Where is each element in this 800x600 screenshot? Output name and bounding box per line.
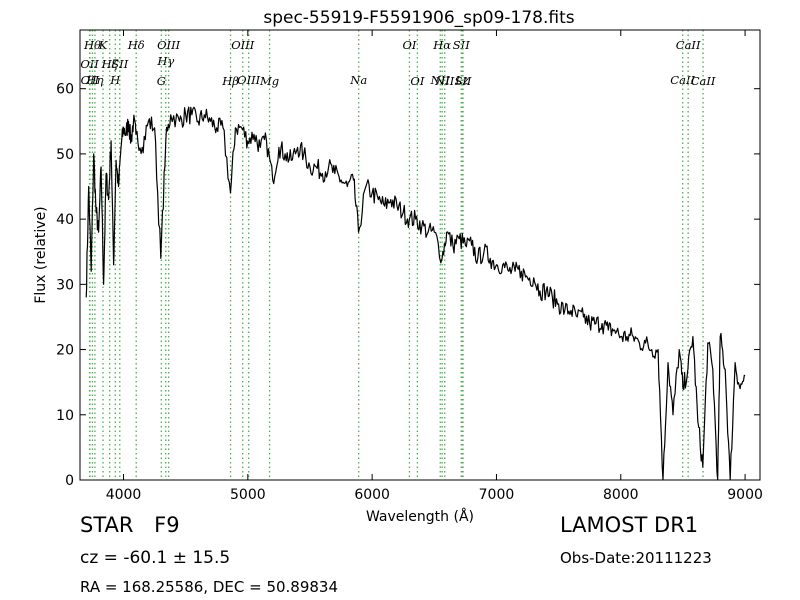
line-label-5: Hζ [101, 57, 119, 71]
redshift-label: cz = -60.1 ± 15.5 [80, 548, 231, 568]
object-class: STAR F9 [80, 513, 180, 537]
line-label-12: Hβ [221, 74, 239, 88]
spectrum-series [85, 106, 746, 481]
line-label-6: H [109, 73, 121, 87]
y-tick-label-40: 40 [56, 212, 74, 228]
line-label-9: G [157, 74, 166, 88]
line-label-10: Hγ [156, 54, 174, 68]
y-tick-label-30: 30 [56, 277, 74, 293]
line-label-20: Hα [432, 38, 451, 52]
y-tick-label-10: 10 [56, 408, 74, 424]
line-label-27: CaII [691, 74, 716, 88]
line-label-21: NII [434, 74, 455, 88]
x-tick-label-5000: 5000 [230, 487, 266, 503]
line-label-18: OI [410, 74, 424, 88]
spectrum-line [85, 106, 746, 481]
subclass-label: F9 [154, 513, 180, 537]
x-tick-label-7000: 7000 [479, 487, 515, 503]
line-label-17: OI [402, 38, 416, 52]
line-label-16: Na [349, 73, 367, 87]
x-tick-label-8000: 8000 [603, 487, 639, 503]
coordinates-label: RA = 168.25586, DEC = 50.89834 [80, 578, 339, 596]
x-axis-label: Wavelength (Å) [366, 508, 474, 525]
y-tick-label-60: 60 [56, 82, 74, 98]
obs-date-label: Obs-Date:20111223 [560, 549, 712, 567]
x-axis-ticks: 4000 5000 6000 7000 8000 9000 [106, 30, 763, 503]
y-tick-label-0: 0 [65, 473, 74, 489]
line-label-11: OIII [157, 38, 181, 52]
chart-title: spec-55919-F5591906_sp09-178.fits [263, 8, 574, 28]
line-label-7: SII [111, 57, 128, 71]
y-tick-label-50: 50 [56, 147, 74, 163]
x-tick-label-9000: 9000 [727, 487, 763, 503]
line-label-2: Hθ [83, 38, 101, 52]
line-label-4: K [98, 38, 109, 52]
line-label-26: CaII [676, 38, 701, 52]
line-label-14: OIII [237, 73, 261, 87]
line-label-24: Lz [454, 73, 470, 87]
line-label-8: Hδ [127, 38, 145, 52]
plot-frame [79, 29, 761, 481]
class-label: STAR [80, 513, 134, 537]
line-label-0: OII [80, 57, 99, 71]
x-tick-label-4000: 4000 [106, 487, 142, 503]
line-label-25: CaII [670, 73, 695, 87]
y-tick-label-20: 20 [56, 343, 74, 359]
survey-label: LAMOST DR1 [560, 513, 699, 537]
y-axis-ticks: 0 10 20 30 40 50 60 [56, 82, 760, 489]
line-label-3: Hη [85, 73, 103, 87]
line-label-13: OIII [231, 38, 255, 52]
y-axis-label: Flux (relative) [33, 206, 49, 303]
x-tick-label-6000: 6000 [354, 487, 390, 503]
line-label-15: Mg [259, 74, 279, 88]
line-label-22: SII [453, 38, 470, 52]
line-label-23: SII [455, 74, 472, 88]
